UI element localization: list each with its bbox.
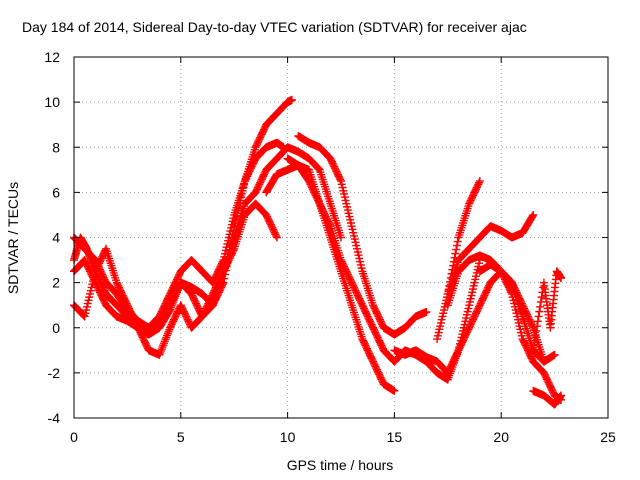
- data-point: [533, 317, 542, 326]
- data-point: [336, 175, 345, 184]
- data-point: [445, 281, 454, 290]
- chart-title: Day 184 of 2014, Sidereal Day-to-day VTE…: [22, 19, 527, 35]
- series-trace-13: [529, 267, 566, 355]
- data-point: [163, 331, 172, 340]
- data-point: [537, 293, 546, 302]
- y-tick-label: 10: [44, 94, 60, 110]
- data-point: [337, 233, 345, 242]
- data-point: [160, 337, 169, 346]
- series-trace-14: [529, 386, 566, 409]
- data-point: [390, 386, 399, 395]
- data-point: [475, 178, 484, 187]
- data-point: [287, 95, 296, 104]
- x-axis-title: GPS time / hours: [287, 457, 394, 473]
- data-point: [451, 249, 460, 258]
- data-point: [475, 177, 484, 186]
- data-point: [530, 341, 539, 350]
- x-tick-labels: 0 5 10 15 20 25: [70, 429, 616, 445]
- data-point: [156, 348, 165, 357]
- data-point: [155, 350, 164, 359]
- x-tick-label: 15: [387, 429, 403, 445]
- data-point: [207, 302, 216, 311]
- series-trace-1: [70, 138, 288, 332]
- x-tick-label: 25: [600, 429, 616, 445]
- axis-ticks: [73, 56, 609, 419]
- data-point: [453, 237, 462, 246]
- data-point: [272, 231, 281, 240]
- data-point: [557, 274, 566, 283]
- x-tick-label: 20: [493, 429, 509, 445]
- data-point: [449, 257, 458, 266]
- series-trace-5: [294, 131, 431, 339]
- data-point: [272, 233, 281, 242]
- data-point: [532, 326, 541, 335]
- data-point: [450, 253, 459, 262]
- data-point: [447, 269, 456, 278]
- data-point: [164, 327, 173, 336]
- y-tick-labels: -4 -2 0 2 4 6 8 10 12: [44, 49, 60, 426]
- data-point: [448, 265, 457, 274]
- x-tick-label: 10: [280, 429, 296, 445]
- data-point: [557, 391, 566, 400]
- data-point: [531, 331, 540, 340]
- y-tick-label: 2: [52, 275, 60, 291]
- data-point: [535, 307, 544, 316]
- data-point: [529, 346, 538, 355]
- data-point: [161, 335, 170, 344]
- data-point: [534, 312, 543, 321]
- data-point: [449, 261, 458, 270]
- data-point: [536, 302, 545, 311]
- data-point: [163, 329, 172, 338]
- data-points: [70, 95, 566, 409]
- y-tick-label: 6: [52, 184, 60, 200]
- data-point: [452, 245, 461, 254]
- data-point: [157, 345, 166, 354]
- data-point: [162, 333, 171, 342]
- data-point: [159, 341, 168, 350]
- series-trace-4: [70, 143, 345, 332]
- data-point: [533, 322, 542, 331]
- data-point: [529, 210, 538, 219]
- data-point: [452, 241, 461, 250]
- series-trace-2: [70, 95, 296, 339]
- x-tick-label: 0: [70, 429, 78, 445]
- data-point: [443, 289, 452, 298]
- data-point: [507, 288, 516, 297]
- y-tick-label: -4: [48, 410, 61, 426]
- data-point: [446, 273, 455, 282]
- data-point: [325, 220, 334, 229]
- y-axis-title: SDTVAR / TECUs: [5, 182, 21, 294]
- series-trace-11: [433, 177, 484, 344]
- data-point: [314, 164, 323, 173]
- data-point: [530, 336, 539, 345]
- data-point: [446, 277, 455, 286]
- data-point: [160, 339, 169, 348]
- x-tick-label: 5: [177, 429, 185, 445]
- y-tick-label: 12: [44, 49, 60, 65]
- y-tick-label: -2: [48, 365, 61, 381]
- data-point: [165, 325, 174, 334]
- series-trace-12: [475, 260, 566, 404]
- data-point: [444, 285, 453, 294]
- y-tick-label: 0: [52, 320, 60, 336]
- series-trace-6: [283, 154, 399, 395]
- data-point: [550, 350, 559, 359]
- series-trace-7: [262, 161, 484, 384]
- data-point: [539, 357, 548, 366]
- data-point: [528, 212, 537, 221]
- data-point: [539, 283, 548, 292]
- data-point: [422, 307, 431, 316]
- data-point: [158, 343, 167, 352]
- y-tick-label: 8: [52, 139, 60, 155]
- y-tick-label: 4: [52, 230, 60, 246]
- data-point: [156, 346, 165, 355]
